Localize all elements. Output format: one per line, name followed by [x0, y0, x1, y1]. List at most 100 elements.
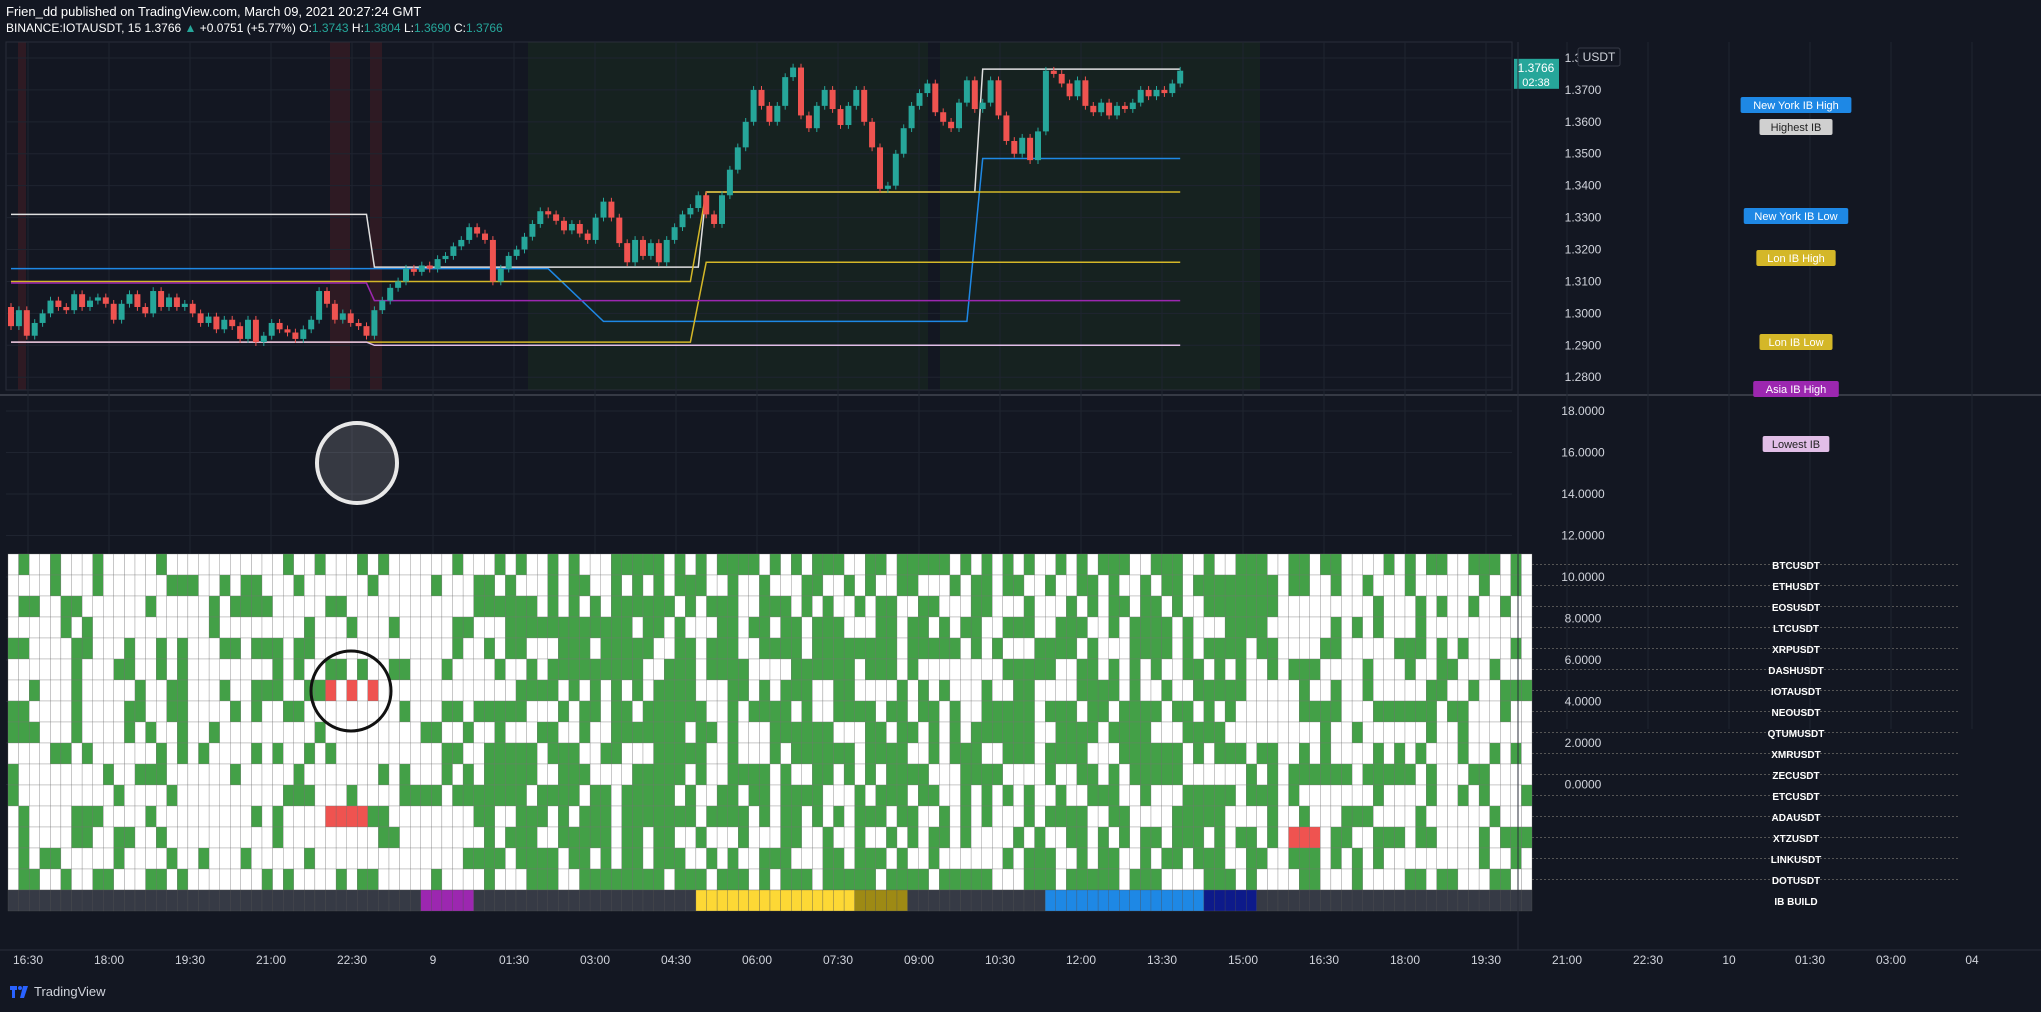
heatmap-cell	[1193, 574, 1205, 597]
heatmap-cell	[7, 658, 19, 681]
heatmap-cell	[325, 658, 337, 681]
heatmap-cell	[1373, 826, 1384, 849]
time-tick-label: 18:00	[94, 953, 124, 967]
heatmap-cell	[1330, 595, 1342, 618]
heatmap-cell	[103, 658, 114, 681]
heatmap-cell	[833, 700, 845, 723]
heatmap-cell	[1214, 742, 1226, 765]
heatmap-cell	[579, 784, 591, 807]
heatmap-cell	[261, 763, 273, 786]
symbol-label: DASHUSDT	[1768, 666, 1824, 677]
heatmap-cell	[674, 574, 686, 597]
heatmap-cell	[1330, 763, 1342, 786]
candle-body	[458, 239, 465, 247]
heatmap-cell	[1214, 595, 1226, 618]
symbol-label[interactable]: BINANCE:IOTAUSDT, 15	[6, 21, 142, 35]
heatmap-cell	[515, 721, 527, 744]
heatmap-cell	[537, 700, 548, 723]
ib-build-cell	[1034, 889, 1046, 912]
heatmap-cell	[7, 763, 19, 786]
heatmap-cell	[949, 721, 961, 744]
heatmap-cell	[1383, 679, 1395, 702]
heatmap-cell	[81, 763, 93, 786]
heatmap-cell	[780, 616, 792, 639]
heatmap-cell	[791, 826, 802, 849]
heatmap-cell	[685, 637, 697, 660]
heatmap-cell	[92, 868, 104, 891]
heatmap-cell	[103, 700, 114, 723]
heatmap-cell	[939, 847, 951, 870]
heatmap-cell	[1129, 784, 1141, 807]
heatmap-cell	[1404, 847, 1416, 870]
time-tick-label: 18:00	[1390, 953, 1420, 967]
heatmap-cell	[484, 868, 495, 891]
heatmap-cell	[642, 574, 654, 597]
heatmap-cell	[39, 616, 51, 639]
heatmap-cell	[738, 805, 749, 828]
heatmap-cell	[484, 595, 495, 618]
symbol-label: ADAUSDT	[1772, 813, 1821, 824]
heatmap-cell	[346, 784, 358, 807]
heatmap-cell	[1500, 721, 1511, 744]
heatmap-cell	[261, 700, 273, 723]
heatmap-cell	[272, 595, 284, 618]
heatmap-cell	[1510, 826, 1522, 849]
heatmap-cell	[1108, 553, 1120, 576]
heatmap-cell	[632, 826, 644, 849]
ib-build-cell	[505, 889, 517, 912]
ib-build-cell	[134, 889, 146, 912]
heatmap-cell	[1129, 658, 1141, 681]
heatmap-cell	[1034, 616, 1046, 639]
heatmap-cell	[843, 595, 855, 618]
ib-build-cell	[1140, 889, 1152, 912]
heatmap-cell	[335, 784, 347, 807]
heatmap-cell	[833, 658, 845, 681]
heatmap-cell	[632, 679, 644, 702]
heatmap-cell	[230, 574, 241, 597]
heatmap-cell	[1447, 784, 1459, 807]
currency-label: USDT	[1583, 50, 1616, 64]
heatmap-cell	[1500, 595, 1511, 618]
heatmap-cell	[1172, 805, 1183, 828]
heatmap-cell	[1256, 742, 1268, 765]
heatmap-cell	[39, 721, 51, 744]
heatmap-cell	[1521, 826, 1533, 849]
ib-build-cell	[462, 889, 474, 912]
heatmap-cell	[1341, 574, 1353, 597]
heatmap-cell	[981, 742, 993, 765]
heatmap-cell	[1182, 679, 1194, 702]
heatmap-cell	[1299, 784, 1310, 807]
indicator-tick-label: 10.0000	[1561, 570, 1605, 584]
heatmap-cell	[293, 805, 305, 828]
heatmap-cell	[177, 553, 189, 576]
heatmap-cell	[621, 637, 633, 660]
heatmap-cell	[1076, 679, 1088, 702]
heatmap-cell	[452, 805, 464, 828]
heatmap-cell	[1055, 763, 1067, 786]
heatmap-cell	[1002, 553, 1014, 576]
heatmap-cell	[1002, 700, 1014, 723]
heatmap-cell	[1341, 553, 1353, 576]
heatmap-cell	[187, 679, 199, 702]
heatmap-cell	[738, 679, 749, 702]
candle-body	[932, 83, 939, 113]
candle-body	[576, 223, 583, 234]
heatmap-cell	[695, 700, 707, 723]
ib-build-cell	[1341, 889, 1353, 912]
ib-build-cell	[494, 889, 506, 912]
heatmap-cell	[346, 847, 358, 870]
heatmap-cell	[1299, 574, 1310, 597]
heatmap-cell	[600, 595, 612, 618]
heatmap-cell	[642, 658, 654, 681]
heatmap-cell	[801, 805, 813, 828]
heatmap-cell	[1362, 553, 1374, 576]
session-london-bg	[528, 42, 928, 390]
heatmap-cell	[1045, 679, 1056, 702]
heatmap-cell	[29, 721, 40, 744]
heatmap-cell	[695, 595, 707, 618]
footer-brand[interactable]: TradingView	[34, 984, 106, 999]
heatmap-cell	[1404, 742, 1416, 765]
ib-build-cell	[1394, 889, 1406, 912]
heatmap-cell	[854, 742, 866, 765]
